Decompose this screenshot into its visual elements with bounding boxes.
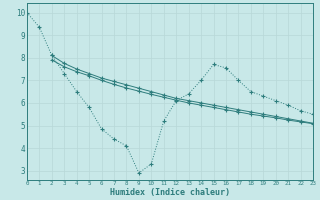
- X-axis label: Humidex (Indice chaleur): Humidex (Indice chaleur): [110, 188, 230, 197]
